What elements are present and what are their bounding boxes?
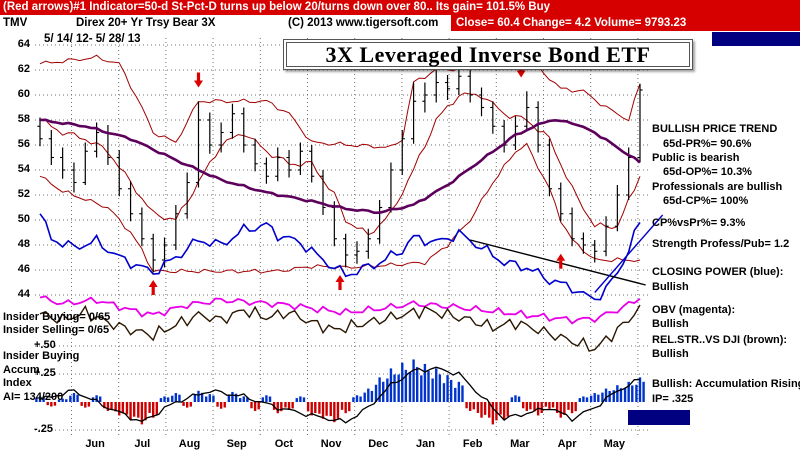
closing-power-label: CLOSING POWER (blue): xyxy=(652,266,784,278)
insider-selling-count: Insider Selling= 0/65 xyxy=(3,324,110,336)
chart-title: 3X Leveraged Inverse Bond ETF xyxy=(325,41,651,67)
relative-strength-line xyxy=(39,304,641,352)
professional-sentiment: Professionals are bullish xyxy=(652,181,783,193)
header-row: TMV Direx 20+ Yr Trsy Bear 3X (C) 2013 w… xyxy=(0,15,800,31)
cp-percent: 65d-CP%= 100% xyxy=(663,195,749,207)
price-axis-label: 48 xyxy=(17,238,30,250)
closing-power-status: Bullish xyxy=(652,281,689,293)
price-axis-label: 64 xyxy=(17,38,30,50)
insider-buying-count: Insider Buying= 0/65 xyxy=(3,311,111,323)
month-axis-label: Apr xyxy=(557,438,577,450)
month-axis-label: Oct xyxy=(274,438,294,450)
accum-label: Accum xyxy=(3,364,40,376)
price-trend-status: BULLISH PRICE TREND xyxy=(652,123,778,135)
ticker-symbol: TMV xyxy=(3,17,28,29)
date-range: 5/ 14/ 12- 5/ 28/ 13 xyxy=(44,33,141,45)
month-axis-label: Sep xyxy=(226,438,247,450)
navy-panel-bottom xyxy=(628,410,690,425)
month-axis-label: Mar xyxy=(510,438,530,450)
insider-buying-label: Insider Buying xyxy=(3,350,80,362)
public-sentiment: Public is bearish xyxy=(652,152,740,164)
month-axis-label: Jan xyxy=(416,438,435,450)
accum-axis-label: +.50 xyxy=(34,339,56,351)
indicator-banner: (Red arrows)#1 Indicator=50-d St-Pct-D t… xyxy=(0,0,800,15)
obv-status: Bullish xyxy=(652,318,689,330)
chart-title-box: 3X Leveraged Inverse Bond ETF xyxy=(283,39,693,70)
moving-average-line xyxy=(39,118,641,214)
security-name: Direx 20+ Yr Trsy Bear 3X xyxy=(76,17,216,29)
month-axis-label: Feb xyxy=(462,438,483,450)
price-axis-label: 52 xyxy=(17,188,30,200)
obv-label: OBV (magenta): xyxy=(652,304,736,316)
ip-value: IP= .325 xyxy=(652,393,694,405)
accum-axis-label: +.25 xyxy=(34,367,56,379)
month-axis-label: Nov xyxy=(320,438,342,450)
month-axis-label: May xyxy=(603,438,625,450)
trend-lines xyxy=(470,214,664,293)
price-axis-label: 60 xyxy=(17,88,30,100)
ai-value: AI= 134/200 xyxy=(3,391,64,403)
relstr-label: REL.STR..VS DJI (brown): xyxy=(652,334,788,346)
navy-panel-top xyxy=(712,32,800,46)
closing-power-line xyxy=(39,213,641,301)
accumulation-status: Bullish: Accumulation Rising xyxy=(652,378,800,390)
price-axis-label: 54 xyxy=(17,163,30,175)
index-label: Index xyxy=(3,377,32,389)
month-axis-label: Jun xyxy=(85,438,105,450)
relstr-status: Bullish xyxy=(652,348,689,360)
grid-lines xyxy=(35,38,648,436)
quote-banner: Close= 60.4 Change= 4.2 Volume= 9793.23 xyxy=(451,15,800,31)
price-axis-label: 58 xyxy=(17,113,30,125)
accumulation-index-line xyxy=(39,366,641,424)
price-axis-label: 56 xyxy=(17,138,30,150)
accumulation-histogram xyxy=(35,359,645,425)
copyright-text: (C) 2013 www.tigersoft.com xyxy=(288,17,439,29)
month-axis-label: Aug xyxy=(178,438,201,450)
price-axis-label: 62 xyxy=(17,63,30,75)
price-axis-label: 44 xyxy=(17,288,30,300)
month-axis-label: Jul xyxy=(134,438,151,450)
strength-ratio: Strength Profess/Pub= 1.2 xyxy=(652,238,790,250)
obv-line xyxy=(39,295,641,325)
price-axis-label: 46 xyxy=(17,263,30,275)
op-percent: 65d-OP%= 10.3% xyxy=(663,166,752,178)
pr-percent: 65d-PR%= 90.6% xyxy=(663,138,752,150)
cp-vs-pr: CP%vsPr%= 9.3% xyxy=(652,217,746,229)
accum-axis-label: -.25 xyxy=(34,423,53,435)
month-axis-label: Dec xyxy=(368,438,389,450)
price-axis-label: 50 xyxy=(17,213,30,225)
